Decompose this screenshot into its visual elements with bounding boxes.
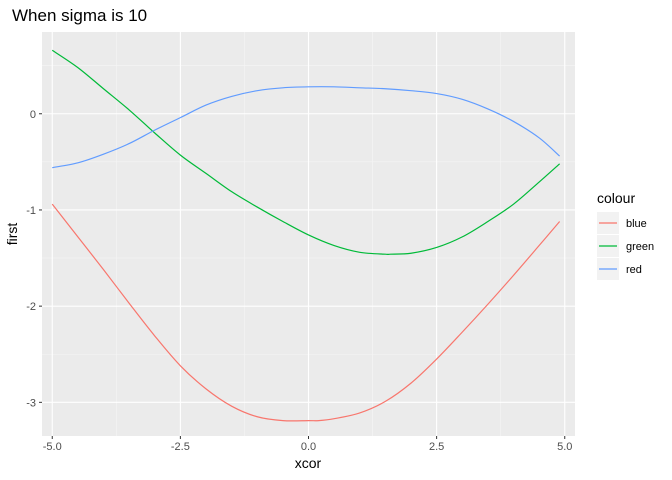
legend: colour blue green red (597, 190, 654, 280)
series-lines (51, 49, 561, 422)
legend-label: blue (626, 218, 647, 230)
y-axis-title: first (4, 223, 20, 246)
legend-item-green: green (597, 235, 654, 257)
x-tick-label: -2.5 (171, 441, 190, 453)
axis-ticks (39, 113, 566, 439)
x-tick-labels: -5.0 -2.5 0.0 2.5 5.0 (43, 441, 573, 453)
series-line-blue (51, 203, 561, 422)
legend-entries: blue green red (597, 212, 654, 280)
series-line-green (51, 49, 561, 255)
x-tick-label: 0.0 (301, 441, 316, 453)
legend-item-blue: blue (597, 212, 647, 234)
legend-title: colour (597, 190, 635, 206)
y-tick-label: 0 (30, 109, 36, 121)
y-tick-labels: -3 -2 -1 0 (26, 109, 36, 410)
y-tick-label: -3 (26, 397, 36, 409)
y-tick-label: -2 (26, 301, 36, 313)
chart-title: When sigma is 10 (12, 6, 147, 25)
y-tick-label: -1 (26, 205, 36, 217)
x-axis-title: xcor (295, 455, 322, 471)
x-tick-label: 5.0 (557, 441, 572, 453)
legend-label: green (626, 241, 654, 253)
major-gridlines (42, 32, 575, 436)
legend-label: red (626, 264, 642, 276)
series-line-red (52, 86, 561, 169)
legend-item-red: red (597, 258, 642, 280)
x-tick-label: -5.0 (43, 441, 62, 453)
x-tick-label: 2.5 (429, 441, 444, 453)
